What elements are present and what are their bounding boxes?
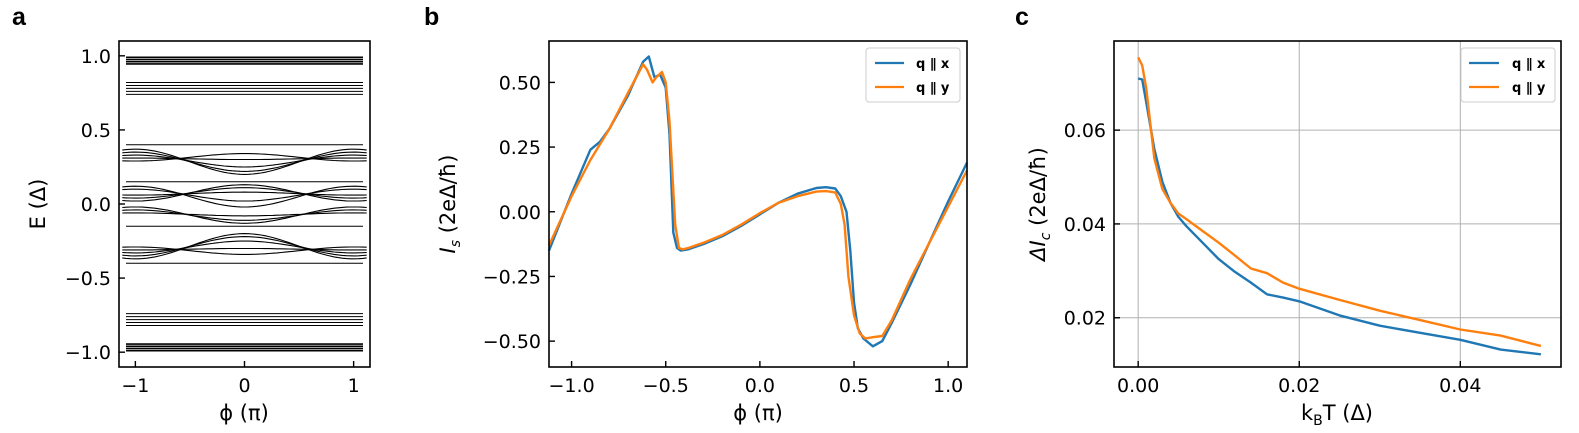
- legend-label-b-y: q ∥ y: [916, 81, 950, 96]
- panel-label-b: b: [424, 3, 439, 31]
- dispersive-band-line: [122, 187, 367, 199]
- b-x-tick-label: 0.5: [839, 375, 869, 397]
- legend-label-c-x: q ∥ x: [1512, 57, 1546, 72]
- c-x-tick-label: 0.04: [1439, 375, 1481, 397]
- panel-label-a: a: [12, 3, 27, 31]
- a-y-tick-label: 0.0: [81, 194, 111, 216]
- a-x-tick-label: 1: [348, 375, 360, 397]
- panel-label-c: c: [1015, 3, 1029, 31]
- ticks-a: −1 0 1 −1.0 −0.5 0.0 0.5 1.0: [65, 46, 360, 397]
- b-x-tick-label: −0.5: [643, 375, 689, 397]
- dispersive-band-line: [122, 188, 367, 202]
- y-axis-label-b: Is (2eΔ/ħ): [436, 155, 464, 254]
- c-y-tick-label: 0.02: [1064, 308, 1106, 330]
- dispersive-band-line: [122, 246, 367, 255]
- c-x-tick-label: 0.02: [1278, 375, 1320, 397]
- b-x-tick-label: −1.0: [549, 375, 595, 397]
- axes-frame-b: [548, 40, 968, 368]
- axes-frame-a: [118, 40, 371, 368]
- x-axis-label-a: ϕ (π): [219, 401, 269, 425]
- dispersive-band-line: [122, 233, 367, 260]
- b-y-tick-label: −0.50: [483, 331, 541, 353]
- c-x-tick-label: 0.00: [1117, 375, 1159, 397]
- series-line-c-0: [1137, 77, 1542, 356]
- legend-c: q ∥ x q ∥ y: [1460, 47, 1556, 103]
- b-x-tick-label: 1.0: [933, 375, 963, 397]
- legend-label-c-y: q ∥ y: [1512, 81, 1546, 96]
- b-y-tick-label: 0.00: [499, 202, 541, 224]
- dispersive-band-line: [122, 206, 367, 224]
- y-label-c-main: ΔI: [1026, 240, 1050, 263]
- dispersive-band-line: [122, 209, 367, 221]
- legend-box-b: [865, 47, 961, 103]
- y-label-c-sub: c: [1038, 232, 1054, 240]
- a-y-tick-label: −1.0: [65, 342, 111, 364]
- dispersive-band-line: [122, 151, 367, 172]
- c-y-tick-label: 0.06: [1064, 120, 1106, 142]
- chart-panel-b: −1.0 −0.5 0.0 0.5 1.0−0.50−0.250.000.250.50 …: [436, 40, 969, 425]
- y-label-c-rest: (2eΔ/ħ): [1026, 147, 1050, 232]
- axes-frame-c: [1113, 40, 1562, 368]
- dispersive-band-line: [122, 247, 367, 251]
- y-label-b-rest: (2eΔ/ħ): [436, 155, 460, 240]
- x-label-c-main: k: [1301, 401, 1314, 425]
- dispersive-band-line: [122, 153, 367, 162]
- a-y-tick-label: −0.5: [65, 268, 111, 290]
- legend-box-c: [1460, 47, 1556, 103]
- series-line-b-1: [547, 63, 969, 340]
- legend-label-b-x: q ∥ x: [916, 57, 950, 72]
- x-label-c-rest: T (Δ): [1322, 401, 1373, 425]
- a-y-tick-label: 0.5: [81, 120, 111, 142]
- dispersive-band-line: [122, 148, 367, 175]
- a-x-tick-label: 0: [238, 375, 250, 397]
- y-axis-label-c: ΔIc (2eΔ/ħ): [1026, 147, 1054, 263]
- chart-panel-c: 0.00 0.02 0.04 0.02 0.04 0.06 kBT (Δ) ΔIc (2e…: [1026, 40, 1562, 429]
- dispersive-band-line: [122, 157, 367, 161]
- legend-b: q ∥ x q ∥ y: [865, 47, 961, 103]
- x-axis-label-b: ϕ (π): [733, 401, 783, 425]
- ticks-c: 0.00 0.02 0.04 0.02 0.04 0.06: [1064, 120, 1482, 397]
- a-y-tick-label: 1.0: [81, 46, 111, 68]
- dispersive-band-line: [122, 240, 367, 254]
- dispersive-band-line: [122, 184, 367, 202]
- dispersive-band-line: [122, 154, 367, 168]
- dispersive-band-line: [122, 236, 367, 257]
- dispersive-band-line: [122, 191, 367, 196]
- band-structure-plot: [122, 56, 367, 352]
- ticks-b: −1.0 −0.5 0.0 0.5 1.0 −0.50 −0.25 0.00 0.25 0.50: [483, 72, 964, 397]
- y-label-b-sub: s: [448, 240, 464, 247]
- b-y-tick-label: −0.25: [483, 266, 541, 288]
- y-label-b-main: I: [436, 247, 460, 253]
- chart-panel-a: −1 0 1 −1.0 −0.5 0.0 0.5 1.0 ϕ (π) E (Δ): [26, 40, 371, 425]
- grid-c: [1114, 41, 1561, 367]
- dispersive-band-line: [122, 212, 367, 217]
- current-phase-plot: [547, 55, 969, 348]
- y-axis-label-a: E (Δ): [26, 179, 50, 230]
- dispersive-band-line: [122, 185, 367, 208]
- series-line-c-1: [1137, 56, 1542, 348]
- x-axis-label-c: kBT (Δ): [1301, 401, 1373, 429]
- b-y-tick-label: 0.25: [499, 137, 541, 159]
- b-x-tick-label: 0.0: [745, 375, 775, 397]
- c-y-tick-label: 0.04: [1064, 214, 1106, 236]
- critical-current-plot: [1137, 56, 1542, 356]
- a-x-tick-label: −1: [121, 375, 149, 397]
- x-label-c-sub: B: [1313, 413, 1323, 429]
- b-y-tick-label: 0.50: [499, 72, 541, 94]
